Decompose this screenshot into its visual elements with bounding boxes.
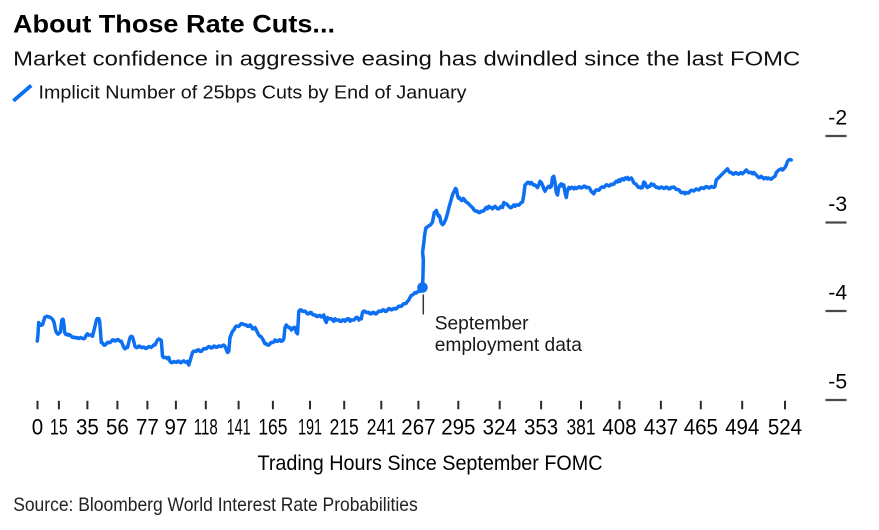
svg-text:215: 215 [330, 415, 359, 440]
svg-text:Source: Bloomberg World Intere: Source: Bloomberg World Interest Rate Pr… [13, 494, 418, 516]
svg-text:15: 15 [50, 415, 68, 440]
svg-text:267: 267 [401, 415, 435, 440]
svg-text:35: 35 [76, 415, 99, 440]
svg-text:118: 118 [194, 415, 218, 440]
svg-text:165: 165 [258, 415, 287, 440]
svg-text:191: 191 [298, 415, 322, 440]
svg-text:241: 241 [367, 415, 396, 440]
svg-text:September: September [435, 313, 529, 334]
svg-text:324: 324 [483, 415, 517, 440]
svg-text:-3: -3 [828, 193, 847, 216]
svg-text:0: 0 [32, 415, 43, 440]
svg-text:About Those Rate Cuts...: About Those Rate Cuts... [13, 11, 335, 38]
svg-text:524: 524 [768, 415, 802, 440]
svg-text:Trading Hours Since September: Trading Hours Since September FOMC [258, 451, 603, 475]
svg-text:408: 408 [602, 415, 636, 440]
svg-text:494: 494 [725, 415, 759, 440]
svg-text:-2: -2 [828, 106, 847, 129]
svg-text:381: 381 [566, 415, 595, 440]
svg-text:295: 295 [441, 415, 475, 440]
svg-text:Market confidence in aggressiv: Market confidence in aggressive easing h… [13, 49, 800, 71]
svg-text:353: 353 [524, 415, 558, 440]
svg-text:465: 465 [684, 415, 718, 440]
svg-text:employment data: employment data [435, 335, 583, 356]
svg-text:-5: -5 [828, 370, 847, 393]
svg-text:-4: -4 [828, 281, 847, 304]
svg-text:437: 437 [644, 415, 678, 440]
svg-text:77: 77 [136, 415, 159, 440]
svg-text:56: 56 [106, 415, 129, 440]
svg-text:Implicit Number of 25bps Cuts: Implicit Number of 25bps Cuts by End of … [39, 82, 468, 103]
svg-text:97: 97 [165, 415, 188, 440]
svg-text:141: 141 [227, 415, 251, 440]
